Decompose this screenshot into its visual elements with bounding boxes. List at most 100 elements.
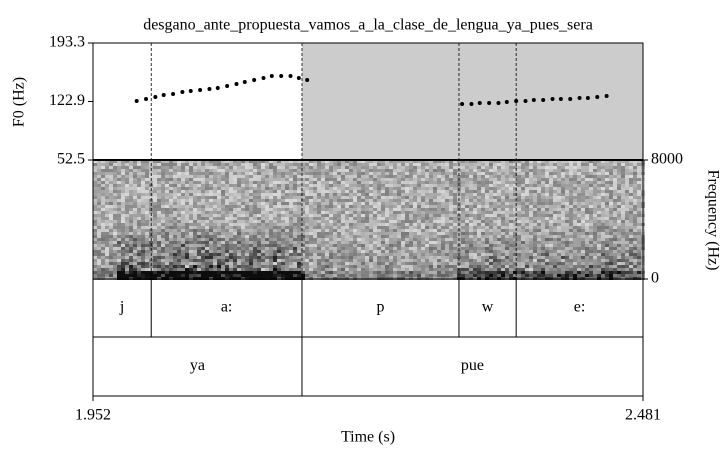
spectrogram-cell xyxy=(417,274,421,277)
spectrogram-cell xyxy=(409,211,413,214)
spectrogram-cell xyxy=(241,193,245,196)
spectrogram-cell xyxy=(369,229,373,232)
spectrogram-cell xyxy=(541,274,545,277)
spectrogram-cell xyxy=(229,220,233,223)
spectrogram-cell xyxy=(557,235,561,238)
spectrogram-cell xyxy=(281,160,285,163)
spectrogram-cell xyxy=(181,226,185,229)
spectrogram-cell xyxy=(105,187,109,190)
spectrogram-cell xyxy=(493,256,497,259)
spectrogram-cell xyxy=(369,259,373,262)
spectrogram-cell xyxy=(497,253,501,256)
spectrogram-cell xyxy=(473,262,477,265)
spectrogram-cell xyxy=(465,208,469,211)
spectrogram-cell xyxy=(245,244,249,247)
spectrogram-cell xyxy=(477,196,481,199)
spectrogram-cell xyxy=(225,187,229,190)
spectrogram-cell xyxy=(341,223,345,226)
spectrogram-cell xyxy=(305,253,309,256)
spectrogram-cell xyxy=(205,244,209,247)
spectrogram-cell xyxy=(337,253,341,256)
spectrogram-cell xyxy=(409,250,413,253)
spectrogram-cell xyxy=(501,244,505,247)
spectrogram-cell xyxy=(457,256,461,259)
spectrogram-cell xyxy=(313,256,317,259)
spectrogram-cell xyxy=(529,229,533,232)
spectrogram-cell xyxy=(117,235,121,238)
spectrogram-cell xyxy=(253,244,257,247)
spectrogram-cell xyxy=(389,268,393,271)
spectrogram-cell xyxy=(461,226,465,229)
spectrogram-cell xyxy=(433,217,437,220)
spectrogram-cell xyxy=(357,226,361,229)
spectrogram-cell xyxy=(309,196,313,199)
spectrogram-cell xyxy=(317,178,321,181)
spectrogram-cell xyxy=(265,205,269,208)
spectrogram-cell xyxy=(113,208,117,211)
spectrogram-cell xyxy=(549,247,553,250)
spectrogram-cell xyxy=(257,172,261,175)
spectrogram-cell xyxy=(501,217,505,220)
spectrogram-cell xyxy=(397,250,401,253)
spectrogram-cell xyxy=(557,250,561,253)
spectrogram-cell xyxy=(193,202,197,205)
spectrogram-cell xyxy=(237,166,241,169)
spectrogram-cell xyxy=(409,217,413,220)
spectrogram-cell xyxy=(113,190,117,193)
spectrogram-cell xyxy=(253,172,257,175)
spectrogram-cell xyxy=(189,256,193,259)
spectrogram-cell xyxy=(577,163,581,166)
spectrogram-cell xyxy=(365,226,369,229)
spectrogram-cell xyxy=(557,232,561,235)
spectrogram-cell xyxy=(489,205,493,208)
spectrogram-cell xyxy=(545,181,549,184)
spectrogram-cell xyxy=(365,184,369,187)
spectrogram-cell xyxy=(521,196,525,199)
spectrogram-cell xyxy=(181,223,185,226)
spectrogram-cell xyxy=(369,220,373,223)
spectrogram-cell xyxy=(453,265,457,268)
spectrogram-cell xyxy=(533,208,537,211)
spectrogram-cell xyxy=(385,166,389,169)
spectrogram-cell xyxy=(417,238,421,241)
spectrogram-cell xyxy=(337,244,341,247)
spectrogram-cell xyxy=(281,178,285,181)
spectrogram-cell xyxy=(201,190,205,193)
spectrogram-cell xyxy=(157,244,161,247)
spectrogram-cell xyxy=(577,205,581,208)
spectrogram-cell xyxy=(109,163,113,166)
spectrogram-cell xyxy=(513,202,517,205)
spectrogram-cell xyxy=(269,271,273,274)
spectrogram-cell xyxy=(325,256,329,259)
spectrogram-cell xyxy=(377,166,381,169)
spectrogram-cell xyxy=(369,250,373,253)
spectrogram-cell xyxy=(141,232,145,235)
spectrogram-cell xyxy=(429,166,433,169)
spectrogram-cell xyxy=(237,226,241,229)
spectrogram-cell xyxy=(109,187,113,190)
spectrogram-cell xyxy=(433,274,437,277)
spectrogram-cell xyxy=(125,178,129,181)
spectrogram-cell xyxy=(333,259,337,262)
spectrogram-cell xyxy=(485,235,489,238)
spectrogram-cell xyxy=(569,217,573,220)
y-axis-label: F0 (Hz) xyxy=(11,77,28,127)
spectrogram-cell xyxy=(333,250,337,253)
spectrogram-cell xyxy=(409,262,413,265)
spectrogram-cell xyxy=(309,268,313,271)
spectrogram-cell xyxy=(329,190,333,193)
spectrogram-cell xyxy=(113,229,117,232)
spectrogram-cell xyxy=(257,256,261,259)
spectrogram-cell xyxy=(437,223,441,226)
spectrogram-cell xyxy=(97,262,101,265)
spectrogram-cell xyxy=(101,169,105,172)
spectrogram-cell xyxy=(489,163,493,166)
spectrogram-cell xyxy=(365,253,369,256)
spectrogram-cell xyxy=(585,199,589,202)
spectrogram-cell xyxy=(269,274,273,277)
spectrogram-cell xyxy=(117,184,121,187)
spectrogram-cell xyxy=(385,250,389,253)
spectrogram-cell xyxy=(153,196,157,199)
spectrogram-cell xyxy=(341,160,345,163)
spectrogram-cell xyxy=(485,256,489,259)
